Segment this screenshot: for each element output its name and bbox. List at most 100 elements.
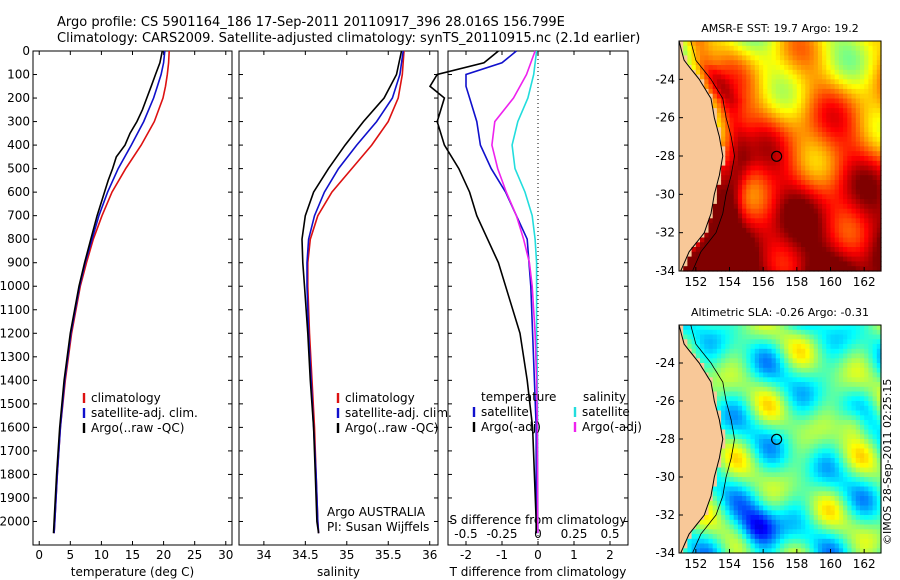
map-cell — [838, 122, 844, 128]
map-cell — [855, 84, 861, 90]
map-cell — [679, 534, 684, 540]
map-cell — [847, 348, 853, 355]
map-cell — [687, 325, 693, 331]
map-cell — [775, 529, 781, 535]
map-cell — [763, 98, 768, 104]
map-cell — [737, 170, 743, 176]
map-cell — [796, 448, 802, 454]
map-cell — [721, 69, 726, 76]
map-cell — [826, 266, 832, 272]
map-cell — [780, 448, 785, 454]
map-cell — [691, 548, 697, 554]
sst_map-ytick-label: -28 — [655, 149, 675, 163]
map-cell — [754, 93, 760, 100]
map-cell — [767, 213, 773, 219]
difference-xtick-label: 1 — [570, 548, 578, 562]
map-cell — [687, 420, 693, 426]
map-cell — [708, 151, 714, 157]
sla_map-ytick-label: -30 — [655, 470, 675, 484]
map-cell — [780, 481, 785, 488]
map-cell — [687, 415, 693, 421]
map-cell — [784, 462, 789, 469]
map-cell — [733, 448, 739, 454]
map-cell — [725, 453, 731, 459]
map-cell — [687, 363, 693, 369]
map-cell — [759, 448, 764, 454]
map-cell — [868, 396, 874, 402]
map-cell — [843, 377, 848, 383]
map-cell — [737, 334, 743, 340]
map-cell — [805, 232, 811, 239]
map-cell — [822, 156, 827, 162]
map-cell — [763, 266, 768, 272]
map-cell — [855, 524, 861, 530]
map-cell — [721, 405, 726, 412]
map-cell — [759, 165, 764, 171]
map-cell — [691, 117, 697, 124]
map-cell — [834, 472, 840, 478]
temperature-xtick-label: 30 — [218, 548, 233, 562]
map-cell — [729, 443, 735, 450]
map-cell — [683, 132, 688, 138]
map-cell — [809, 329, 815, 336]
map-cell — [725, 79, 731, 85]
map-cell — [679, 127, 684, 133]
map-cell — [813, 543, 819, 549]
map-cell — [792, 401, 798, 407]
map-cell — [817, 500, 823, 507]
map-cell — [746, 189, 752, 195]
map-cell — [704, 213, 710, 219]
map-cell — [868, 481, 874, 488]
map-cell — [737, 391, 743, 397]
map-cell — [792, 410, 798, 416]
map-cell — [876, 477, 882, 483]
map-cell — [750, 261, 756, 267]
map-cell — [679, 242, 684, 248]
map-cell — [864, 170, 869, 176]
map-cell — [805, 353, 811, 359]
map-cell — [834, 458, 840, 464]
map-cell — [679, 325, 684, 331]
map-cell — [855, 467, 861, 473]
s-diff-tick-label: -0.5 — [454, 527, 477, 541]
map-cell — [759, 367, 764, 374]
map-cell — [830, 458, 836, 464]
map-cell — [876, 448, 882, 454]
map-cell — [826, 367, 832, 374]
map-cell — [864, 529, 869, 535]
map-cell — [784, 515, 789, 521]
map-cell — [742, 98, 747, 104]
map-cell — [868, 534, 874, 540]
map-cell — [876, 496, 882, 502]
map-cell — [876, 122, 882, 128]
map-cell — [868, 448, 874, 454]
map-cell — [712, 136, 718, 143]
salinity-legend-3-label: Argo(..raw -QC) — [345, 421, 438, 435]
map-cell — [843, 496, 848, 502]
map-cell — [834, 242, 840, 248]
map-cell — [708, 363, 714, 369]
map-cell — [817, 45, 823, 52]
map-cell — [679, 448, 684, 454]
map-cell — [838, 180, 844, 186]
map-cell — [830, 60, 836, 66]
map-cell — [729, 396, 735, 402]
map-cell — [683, 141, 688, 147]
map-cell — [813, 434, 819, 440]
map-cell — [784, 45, 789, 52]
map-cell — [775, 93, 781, 100]
map-cell — [775, 448, 781, 454]
map-cell — [843, 386, 848, 393]
map-cell — [775, 353, 781, 359]
map-cell — [767, 146, 773, 152]
map-cell — [704, 382, 710, 388]
map-cell — [733, 213, 739, 219]
sst_map-ytick-label: -34 — [655, 264, 675, 278]
map-cell — [830, 203, 836, 210]
map-cell — [683, 175, 688, 181]
map-cell — [695, 93, 701, 100]
map-cell — [754, 439, 760, 445]
map-cell — [809, 184, 815, 191]
map-cell — [775, 538, 781, 545]
map-cell — [801, 491, 806, 497]
